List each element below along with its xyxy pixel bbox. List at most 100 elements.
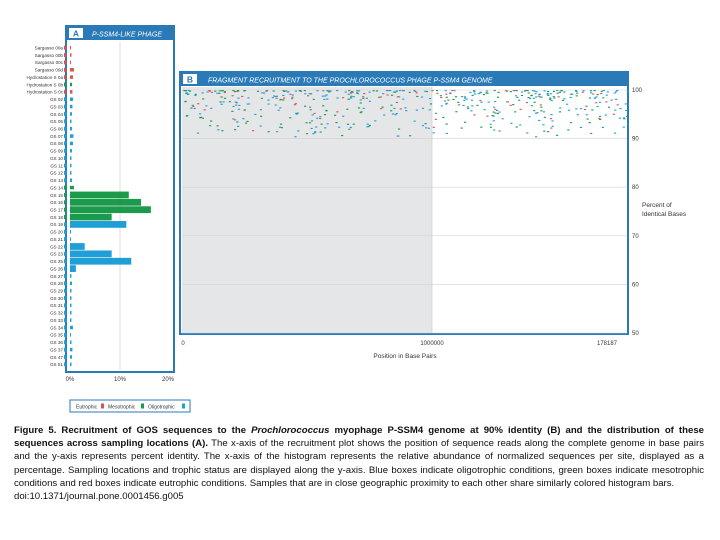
recruitment-point xyxy=(336,97,339,99)
recruitment-point xyxy=(405,110,408,112)
recruitment-point xyxy=(549,98,552,100)
recruitment-point xyxy=(414,90,417,92)
trophic-box xyxy=(64,332,67,337)
recruitment-point xyxy=(289,93,292,95)
trophic-box xyxy=(64,156,67,161)
recruitment-point xyxy=(599,115,602,117)
trophic-box xyxy=(64,325,67,330)
recruitment-point xyxy=(208,90,211,92)
recruitment-point xyxy=(397,135,400,137)
recruitment-point xyxy=(535,136,538,138)
recruitment-point xyxy=(602,90,605,92)
recruitment-point xyxy=(391,113,395,115)
recruitment-point xyxy=(236,90,239,92)
recruitment-point xyxy=(319,118,322,120)
recruitment-point xyxy=(600,93,603,95)
site-label: Sargasso 00a xyxy=(35,45,64,50)
recruitment-point xyxy=(356,93,360,95)
recruitment-point xyxy=(289,117,292,119)
recruitment-point xyxy=(220,90,223,92)
recruitment-point xyxy=(556,90,559,92)
recruitment-point xyxy=(593,90,596,92)
recruitment-point xyxy=(539,96,542,98)
recruitment-point xyxy=(619,108,622,110)
recruitment-point xyxy=(241,95,244,97)
recruitment-point xyxy=(461,96,464,98)
recruitment-point xyxy=(336,111,339,113)
recruitment-point xyxy=(420,96,424,98)
recruitment-point xyxy=(282,90,285,92)
recruitment-point xyxy=(575,95,578,97)
recruitment-point xyxy=(366,126,369,128)
recruitment-gridlines xyxy=(182,89,627,334)
recruitment-point xyxy=(362,96,365,98)
recruitment-point xyxy=(237,125,240,127)
panel-b-xtick-end: 178187 xyxy=(597,341,618,347)
recruitment-point xyxy=(625,109,628,111)
site-label: GS 35 xyxy=(50,333,63,338)
recruitment-point xyxy=(558,111,562,113)
site-label: GS 02 xyxy=(50,97,63,102)
recruitment-point xyxy=(494,101,497,103)
recruitment-point xyxy=(432,126,435,128)
recruitment-point xyxy=(415,109,418,111)
recruitment-point xyxy=(390,104,393,106)
recruitment-point xyxy=(314,131,317,133)
histogram-bar xyxy=(70,250,112,258)
recruitment-point xyxy=(383,114,386,116)
recruitment-point xyxy=(463,99,466,101)
recruitment-point xyxy=(298,90,302,92)
recruitment-point xyxy=(510,122,513,124)
recruitment-point xyxy=(220,103,223,105)
recruitment-point xyxy=(567,129,570,131)
recruitment-point xyxy=(592,93,595,95)
recruitment-point xyxy=(409,135,412,137)
histogram-bar xyxy=(70,355,72,359)
recruitment-point xyxy=(185,90,188,92)
panel-b-xtick-1000000: 1000000 xyxy=(420,341,444,347)
site-label: GS 28 xyxy=(50,281,63,286)
recruitment-point xyxy=(382,93,385,95)
recruitment-point xyxy=(457,104,461,106)
recruitment-point xyxy=(252,130,255,132)
recruitment-point xyxy=(231,95,234,97)
panel-b-y-label-line2: Identical Bases xyxy=(642,211,687,218)
recruitment-point xyxy=(325,109,328,111)
recruitment-points xyxy=(183,90,629,138)
trophic-box xyxy=(64,97,67,102)
trophic-box xyxy=(64,237,67,242)
panel-b-header xyxy=(180,72,628,86)
recruitment-point xyxy=(360,111,363,113)
recruitment-point xyxy=(316,117,319,119)
histogram-site-labels: Sargasso 00a Sargasso 00b Sargasso 00c Sarg… xyxy=(26,45,63,367)
recruitment-point xyxy=(563,98,566,100)
recruitment-point xyxy=(455,111,458,113)
recruitment-point xyxy=(543,116,546,118)
recruitment-point xyxy=(246,103,249,105)
recruitment-point xyxy=(622,126,625,128)
recruitment-point xyxy=(530,105,533,107)
recruitment-point xyxy=(203,109,206,111)
recruitment-point xyxy=(256,90,260,92)
recruitment-point xyxy=(613,92,616,94)
histogram-bar xyxy=(70,296,72,300)
recruitment-point xyxy=(232,90,235,92)
recruitment-point xyxy=(362,97,365,99)
histogram-bar xyxy=(70,288,72,293)
site-label: GS 21 xyxy=(50,237,63,242)
recruitment-point xyxy=(589,90,593,92)
legend-eutrophic-swatch xyxy=(101,403,104,409)
figure: A P-SSM4-LIKE PHAGE Sargasso 00a Sargasso… xyxy=(26,25,687,413)
trophic-box xyxy=(64,82,67,87)
recruitment-point xyxy=(217,129,220,131)
recruitment-point xyxy=(350,95,353,97)
recruitment-point xyxy=(413,120,416,122)
recruitment-point xyxy=(346,123,350,125)
recruitment-point xyxy=(320,123,323,125)
recruitment-point xyxy=(452,98,455,100)
histogram-bar xyxy=(70,126,72,131)
recruitment-point xyxy=(191,104,194,106)
recruitment-point xyxy=(393,107,396,109)
recruitment-point xyxy=(310,93,313,95)
recruitment-point xyxy=(523,90,526,92)
